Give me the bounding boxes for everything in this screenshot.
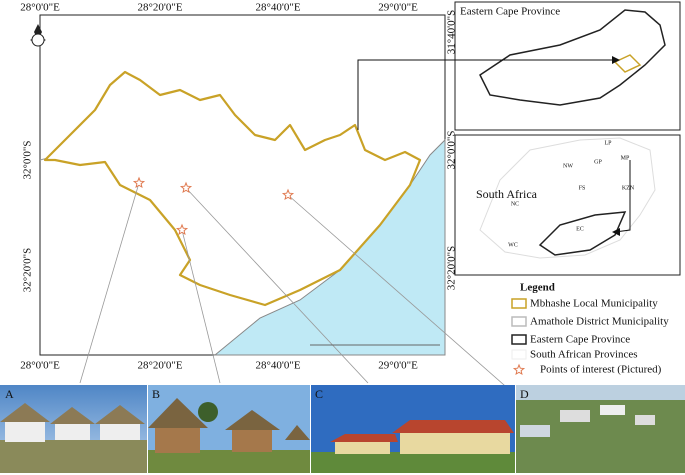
legend-label: Points of interest (Pictured) — [540, 364, 662, 376]
inset-title: South Africa — [476, 187, 538, 201]
legend-swatch — [511, 334, 527, 345]
latitude-label: 32°20'0"S — [22, 248, 34, 293]
longitude-label: 28°40'0"E — [255, 360, 300, 372]
legend-label: South African Provinces — [530, 349, 638, 361]
arrowhead — [612, 56, 620, 64]
longitude-label: 29°0'0"E — [378, 2, 418, 14]
arrowhead — [612, 228, 620, 236]
province-label: NC — [511, 201, 519, 207]
province-label: LP — [604, 140, 612, 146]
legend-star — [512, 363, 526, 376]
longitude-label: 28°20'0"E — [137, 360, 182, 372]
province-label: GP — [594, 159, 602, 165]
inset-title: Eastern Cape Province — [460, 6, 560, 18]
longitude-label: 28°20'0"E — [137, 2, 182, 14]
province-label: NW — [563, 163, 573, 169]
province-label: KZN — [622, 185, 635, 191]
photo-d — [516, 385, 685, 473]
point-of-interest — [179, 181, 193, 194]
latitude-label: 32°0'0"S — [22, 141, 34, 180]
latitude-label: 32°0'0"S — [446, 131, 458, 170]
compass — [31, 33, 45, 47]
province-label: EC — [576, 226, 584, 232]
photo-label: B — [152, 387, 160, 401]
photo-a — [0, 385, 147, 473]
province-label: MP — [621, 155, 630, 161]
legend-swatch — [511, 349, 527, 360]
ec-outline — [479, 9, 666, 106]
longitude-label: 28°40'0"E — [255, 2, 300, 14]
photo-c — [311, 385, 515, 473]
photo-b — [148, 385, 310, 473]
ec-highlight — [613, 54, 642, 73]
point-of-interest — [281, 188, 295, 201]
latitude-label: 32°20'0"S — [446, 246, 458, 291]
legend-swatch — [511, 316, 527, 327]
municipality-boundary — [43, 70, 422, 307]
point-of-interest — [132, 176, 146, 189]
sa-ec — [538, 211, 627, 256]
legend-label: Amathole District Municipality — [530, 316, 669, 328]
photo-label: A — [5, 387, 14, 401]
leader-lines — [79, 182, 513, 393]
arrow-line — [357, 59, 612, 130]
legend-swatch — [511, 298, 527, 309]
legend-label: Mbhashe Local Municipality — [530, 298, 658, 310]
legend-label: Eastern Cape Province — [530, 334, 630, 346]
point-of-interest — [175, 223, 189, 236]
photo-label: D — [520, 387, 529, 401]
photo-label: C — [315, 387, 323, 401]
longitude-label: 28°0'0"E — [20, 2, 60, 14]
province-label: FS — [579, 185, 586, 191]
legend-box — [510, 280, 685, 380]
province-label: WC — [508, 242, 518, 248]
latitude-label: 31°40'0"S — [446, 10, 458, 55]
legend-title: Legend — [520, 282, 555, 294]
longitude-label: 28°0'0"E — [20, 360, 60, 372]
longitude-label: 29°0'0"E — [378, 360, 418, 372]
